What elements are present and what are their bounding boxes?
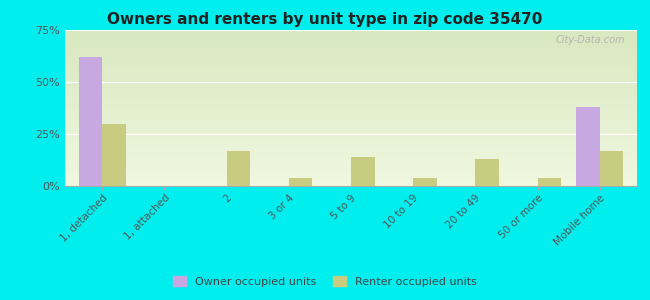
Bar: [538, 178, 561, 186]
Bar: [102, 124, 126, 186]
Bar: [576, 107, 600, 186]
Text: City-Data.com: City-Data.com: [556, 35, 625, 45]
Bar: [600, 151, 623, 186]
Text: Owners and renters by unit type in zip code 35470: Owners and renters by unit type in zip c…: [107, 12, 543, 27]
Bar: [413, 178, 437, 186]
Bar: [289, 178, 313, 186]
Bar: [227, 151, 250, 186]
Bar: [351, 157, 374, 186]
Legend: Owner occupied units, Renter occupied units: Owner occupied units, Renter occupied un…: [168, 272, 482, 291]
Bar: [79, 57, 102, 186]
Bar: [475, 159, 499, 186]
